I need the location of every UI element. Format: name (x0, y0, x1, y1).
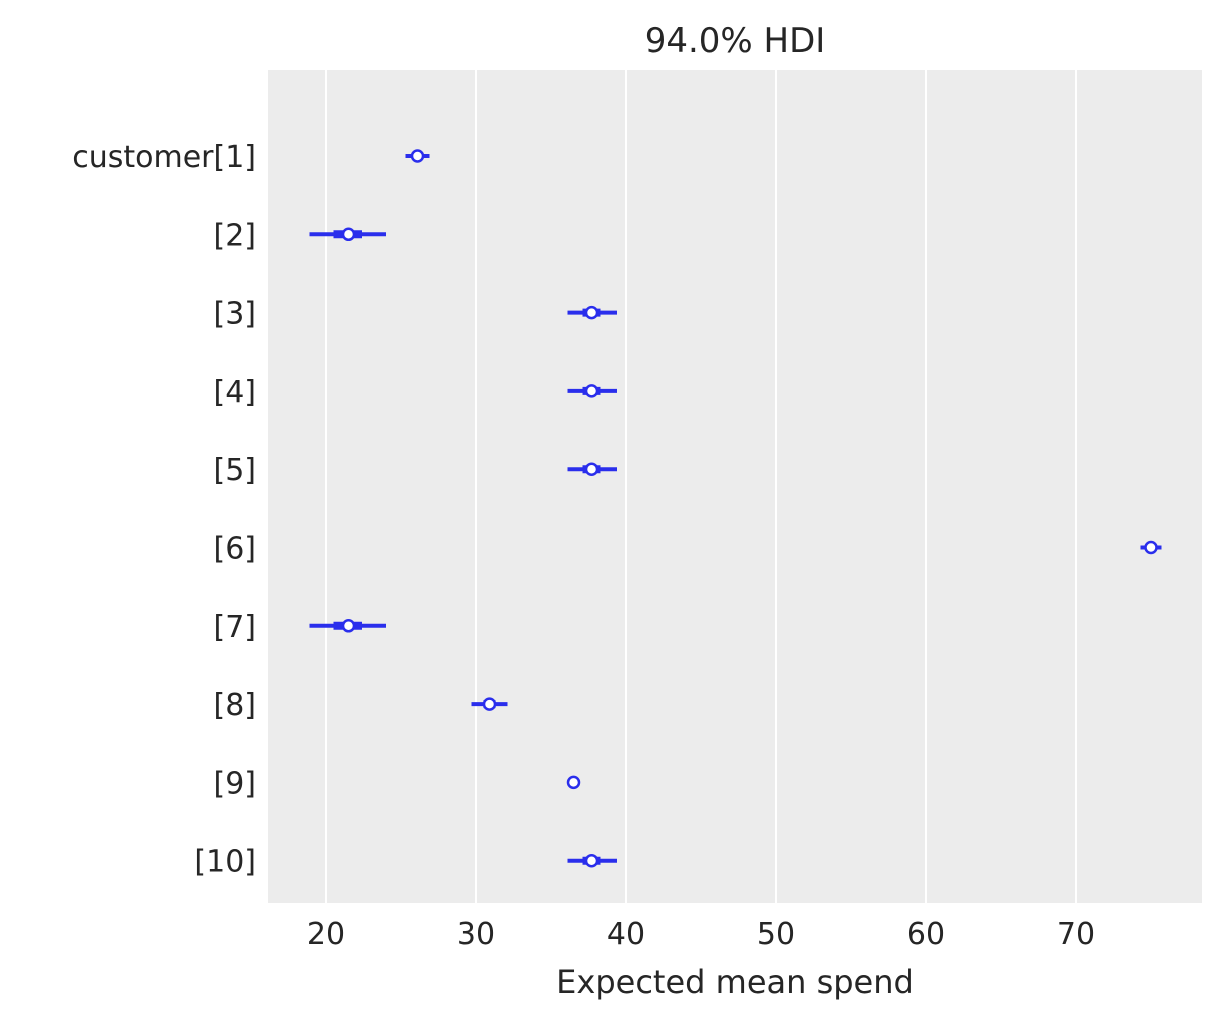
mean-marker (482, 697, 497, 711)
y-tick-label: customer[1] (72, 140, 256, 175)
y-tick-labels: customer[1] [2] [3] [4] [5] [6] [7] [8] [9] [10] (72, 140, 256, 880)
y-tick-label: [4] (214, 375, 257, 410)
y-tick-label: [5] (214, 453, 257, 488)
y-tick-label: [3] (214, 297, 257, 332)
hdi-intervals (309, 149, 1162, 868)
mean-marker (584, 853, 599, 868)
y-tick-label: [2] (214, 218, 257, 253)
x-tick-label: 30 (457, 917, 495, 952)
x-tick-label: 20 (307, 917, 345, 952)
x-tick-label: 60 (907, 917, 945, 952)
y-tick-label: [7] (214, 610, 257, 645)
mean-marker (584, 305, 599, 320)
mean-marker (1144, 540, 1158, 555)
mean-marker (341, 619, 356, 633)
x-tick-label: 40 (607, 917, 645, 952)
y-tick-label: [10] (194, 845, 256, 880)
x-gridlines (325, 70, 1077, 903)
mean-marker (584, 384, 599, 398)
mean-marker (584, 462, 599, 476)
mean-marker (410, 149, 425, 163)
y-tick-label: [9] (214, 766, 257, 801)
mean-marker (341, 227, 356, 242)
plot-area (268, 70, 1202, 903)
mean-marker (566, 775, 581, 790)
y-tick-label: [8] (214, 688, 257, 723)
chart-title: 94.0% HDI (645, 21, 826, 61)
x-axis-label: Expected mean spend (556, 963, 914, 1001)
y-tick-label: [6] (214, 532, 257, 567)
x-tick-labels: 20 30 40 50 60 70 (307, 917, 1095, 952)
x-tick-label: 50 (757, 917, 795, 952)
x-tick-label: 70 (1057, 917, 1095, 952)
